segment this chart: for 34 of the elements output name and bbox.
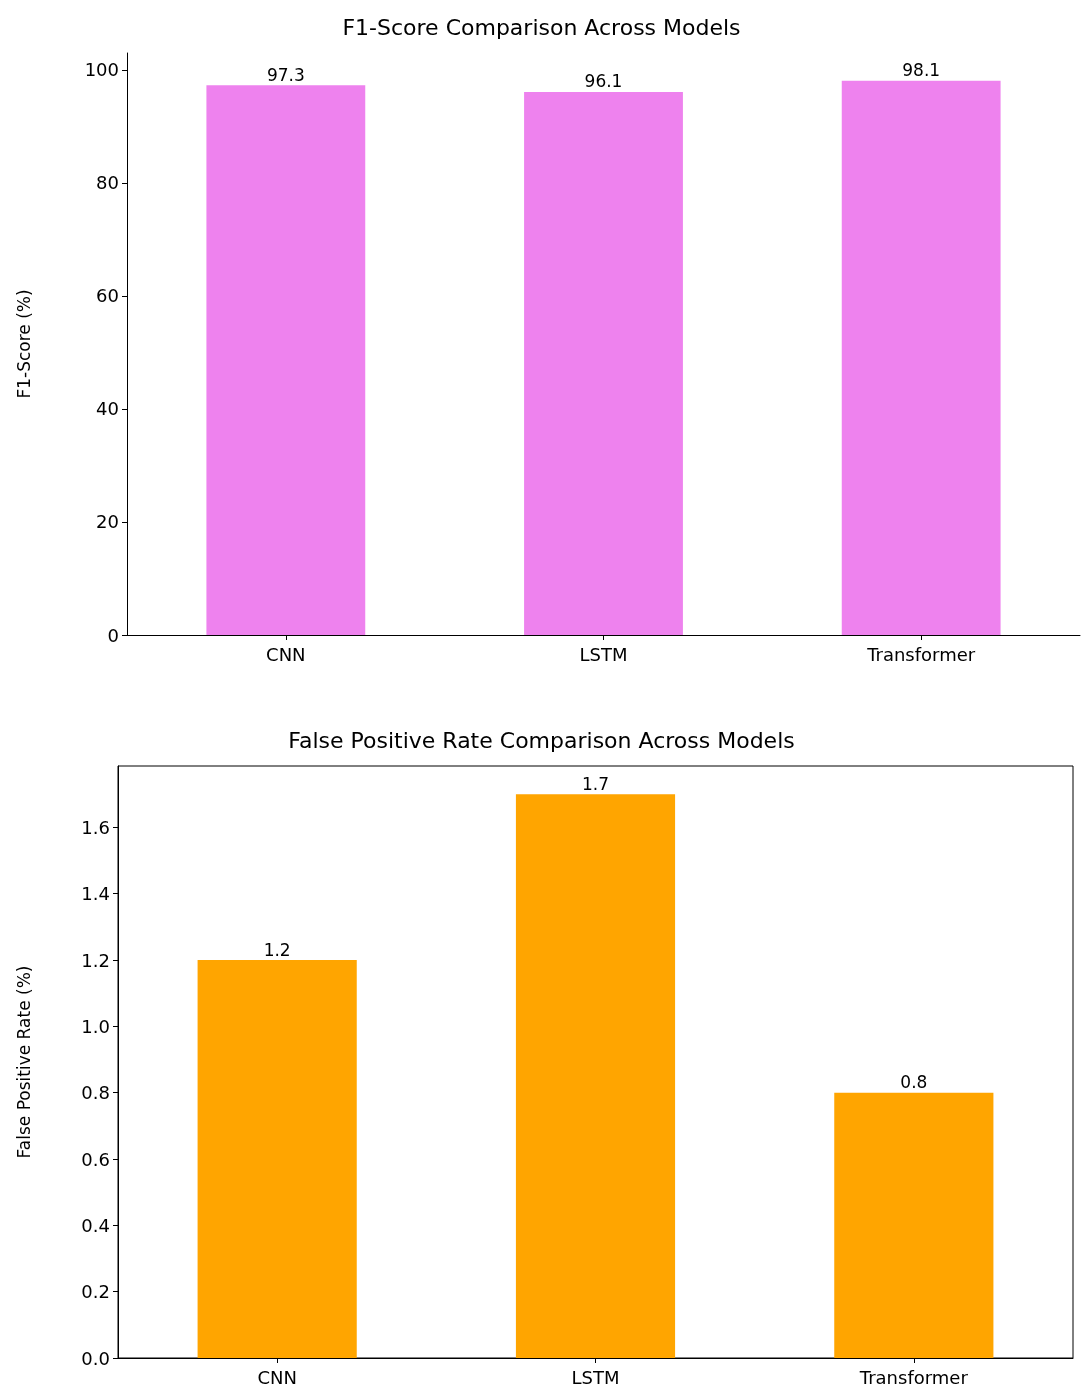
y-tick-label: 0.2 xyxy=(81,1281,110,1303)
y-tick-label: 80 xyxy=(96,172,119,194)
bar xyxy=(515,794,676,1358)
y-tick-label: 1.2 xyxy=(81,949,110,971)
x-tick-label: Transformer xyxy=(858,1366,969,1388)
y-tick-label: 60 xyxy=(96,285,119,307)
y-tick-label: 20 xyxy=(96,511,119,533)
y-tick-label: 0.4 xyxy=(81,1214,110,1236)
y-tick-label: 0.6 xyxy=(81,1148,110,1170)
y-tick-label: 0 xyxy=(107,624,119,646)
x-tick-label: CNN xyxy=(266,643,306,665)
data-label: 0.8 xyxy=(900,1072,928,1093)
bar xyxy=(197,960,357,1358)
chart-title: False Positive Rate Comparison Across Models xyxy=(288,727,795,753)
y-tick-label: 40 xyxy=(96,398,119,420)
data-label: 96.1 xyxy=(584,71,623,92)
x-tick-label: LSTM xyxy=(579,643,628,665)
y-tick-label: 0.0 xyxy=(81,1347,110,1369)
data-label: 98.1 xyxy=(902,60,941,81)
y-tick-label: 0.8 xyxy=(81,1082,110,1104)
x-tick-label: CNN xyxy=(257,1366,297,1388)
x-tick-label: LSTM xyxy=(571,1366,620,1388)
chart-title: F1-Score Comparison Across Models xyxy=(342,14,741,40)
data-label: 97.3 xyxy=(266,64,305,85)
bar xyxy=(834,1092,994,1358)
data-label: 1.2 xyxy=(263,939,291,960)
y-tick-label: 100 xyxy=(84,59,119,81)
y-axis-title: F1-Score (%) xyxy=(13,289,34,399)
y-tick-label: 1.6 xyxy=(81,816,110,838)
x-tick-label: Transformer xyxy=(866,643,976,665)
y-axis-title: False Positive Rate (%) xyxy=(13,965,34,1159)
y-tick-label: 1.4 xyxy=(81,883,110,905)
y-tick-label: 1.0 xyxy=(81,1015,110,1037)
data-label: 1.7 xyxy=(581,773,610,794)
